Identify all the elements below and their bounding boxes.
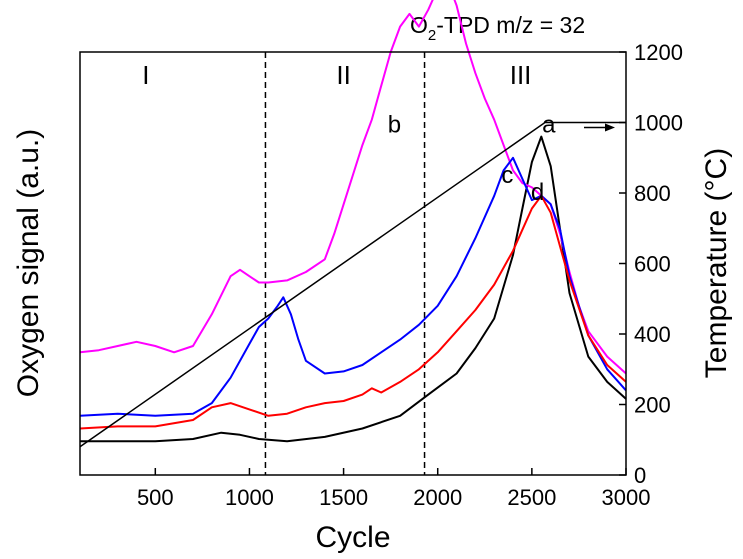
y2-tick-label: 1200 (634, 40, 683, 65)
x-axis: 500 1000 1500 2000 2500 3000 (137, 468, 651, 510)
y2-tick-label: 600 (634, 252, 671, 277)
curve-label-c: c (501, 162, 513, 189)
temperature-ramp-line (79, 121, 626, 448)
series-c-line (79, 156, 627, 417)
curve-label-a: a (542, 111, 556, 138)
region-label-3: III (510, 60, 532, 90)
x-tick-label: 1000 (225, 485, 274, 510)
y2-tick-label: 400 (634, 322, 671, 347)
y2-tick-label: 1000 (634, 111, 683, 136)
left-y-axis-title: Oxygen signal (a.u.) (12, 129, 45, 397)
x-tick-label: 500 (137, 485, 174, 510)
chart-title: O2-TPD m/z = 32 (410, 12, 585, 44)
chart-title-subscript: 2 (428, 27, 436, 44)
curve-label-d: d (531, 179, 544, 206)
region-label-1: I (142, 60, 149, 90)
series-d-line (79, 194, 627, 430)
x-tick-label: 2500 (507, 485, 556, 510)
x-tick-label: 3000 (602, 485, 651, 510)
x-tick-label: 2000 (413, 485, 462, 510)
x-tick-label: 1500 (319, 485, 368, 510)
series-b-line (79, 0, 627, 375)
y2-tick-label: 800 (634, 181, 671, 206)
right-y-axis-title: Temperature (°C) (700, 148, 733, 378)
curve-label-b: b (388, 111, 401, 138)
temperature-axis-arrowhead (605, 123, 615, 132)
right-y-axis: 0 200 400 600 800 1000 1200 (619, 40, 683, 488)
region-label-2: II (336, 60, 350, 90)
y2-tick-label: 0 (634, 463, 646, 488)
y2-tick-label: 200 (634, 393, 671, 418)
x-axis-title: Cycle (315, 521, 390, 554)
